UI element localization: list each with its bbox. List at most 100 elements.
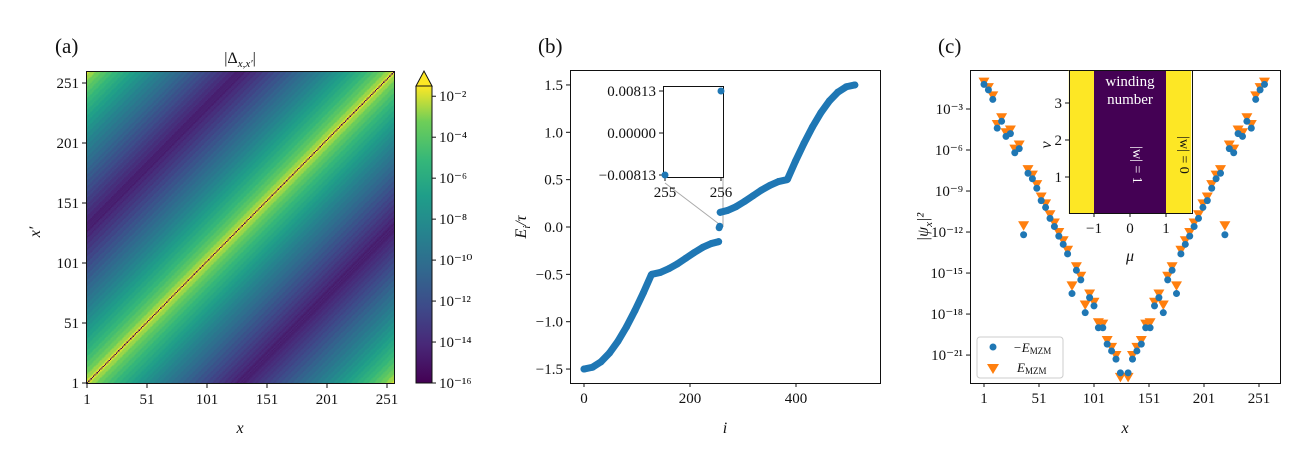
eigenvalue-point xyxy=(851,81,859,89)
wavefunction-point-minus-emzm xyxy=(980,80,988,88)
wavefunction-point-emzm xyxy=(1066,281,1078,291)
wavefunction-point-minus-emzm xyxy=(1137,340,1145,348)
x-tick-label: 51 xyxy=(140,392,155,408)
y-tick-label: 10⁻¹⁸ xyxy=(930,307,963,323)
wavefunction-point-minus-emzm xyxy=(1142,324,1150,332)
wavefunction-ylabel: |ψx|² xyxy=(915,212,935,242)
x-tick-label: 0 xyxy=(580,391,588,407)
wavefunction-point-minus-emzm xyxy=(1011,149,1019,157)
wavefunction-point-emzm xyxy=(1171,281,1182,291)
legend-label-emzm: EMZM xyxy=(1016,360,1046,376)
inset-frame xyxy=(1069,70,1193,214)
y-tick-label: 10⁻²¹ xyxy=(931,348,963,364)
eigenvalue-point xyxy=(817,109,825,117)
wavefunction-point-emzm xyxy=(1079,300,1091,310)
region-label-w0: |w| = 0 xyxy=(1176,136,1191,174)
spectrum-ylabel: Ei/τ xyxy=(513,214,533,239)
eigenvalue-point xyxy=(580,365,588,373)
wavefunction-point-minus-emzm xyxy=(1247,124,1255,132)
eigenvalue-band-segment xyxy=(716,81,859,216)
wavefunction-point-minus-emzm xyxy=(1103,340,1111,348)
eigenvalue-point xyxy=(791,157,799,165)
y-tick-label: 10⁻¹⁵ xyxy=(930,266,963,282)
spectrum-xlabel: i xyxy=(723,420,727,437)
eigenvalue-point xyxy=(614,337,622,345)
x-tick-label: 255 xyxy=(654,185,677,201)
wavefunction-point-minus-emzm xyxy=(1006,130,1014,138)
wavefunction-point-minus-emzm xyxy=(1090,302,1098,310)
x-tick-label: 101 xyxy=(1083,391,1106,407)
x-tick-label: 400 xyxy=(785,391,808,407)
inset-title-line1: winding xyxy=(1105,74,1155,90)
x-tick-label: 201 xyxy=(1193,391,1216,407)
wavefunction-point-minus-emzm xyxy=(1086,294,1094,302)
wavefunction-point-minus-emzm xyxy=(1129,355,1136,363)
wavefunction-point-minus-emzm xyxy=(1190,223,1198,231)
x-tick-label: 51 xyxy=(1032,391,1047,407)
y-tick-label: 10⁻¹² xyxy=(439,294,471,310)
y-tick-label: 2 xyxy=(1055,133,1063,149)
x-tick-label: 151 xyxy=(1138,391,1161,407)
wavefunction-point-minus-emzm xyxy=(1225,145,1233,153)
x-tick-label: 151 xyxy=(256,392,279,408)
eigenvalue-point xyxy=(597,358,605,366)
y-tick-label: 10⁻¹⁴ xyxy=(439,335,472,351)
legend-marker-circle xyxy=(989,343,997,351)
colorbar xyxy=(416,86,432,383)
x-tick-label: 101 xyxy=(196,392,219,408)
wavefunction-point-minus-emzm xyxy=(1116,369,1124,377)
y-tick-label: 10⁻² xyxy=(439,89,467,105)
eigenvalue-point xyxy=(622,323,630,331)
eigenvalue-point xyxy=(766,181,774,189)
panel-a: (a) |Δx,x′| 1 51 101 151 201 2511511011512012… xyxy=(27,34,472,437)
y-tick-label: 1 xyxy=(72,376,80,392)
y-tick-label: 0.5 xyxy=(544,173,563,189)
wavefunction-point-minus-emzm xyxy=(1208,184,1216,192)
y-tick-label: −1.5 xyxy=(536,362,563,378)
y-tick-label: −1.0 xyxy=(536,315,563,331)
y-tick-label: 1 xyxy=(1055,170,1063,186)
wavefunction-point-minus-emzm xyxy=(1033,184,1041,192)
wavefunction-point-minus-emzm xyxy=(1028,175,1036,183)
eigenvalue-point xyxy=(808,123,816,131)
wavefunction-point-minus-emzm xyxy=(1108,347,1116,355)
phase-region xyxy=(1166,70,1192,214)
wavefunction-point-minus-emzm xyxy=(1133,347,1141,355)
y-tick-label: 10⁻³ xyxy=(936,102,964,118)
eigenvalue-point xyxy=(690,249,698,257)
wavefunction-point-emzm xyxy=(1157,300,1169,310)
wavefunction-point-minus-emzm xyxy=(1155,294,1163,302)
x-tick-label: 1 xyxy=(83,392,91,408)
eigenvalue-point xyxy=(715,238,723,246)
panel-b-label: (b) xyxy=(538,34,563,58)
y-tick-label: 10⁻⁹ xyxy=(935,184,963,200)
y-tick-label: 10⁻⁶ xyxy=(935,143,963,159)
wavefunction-point-minus-emzm xyxy=(989,95,997,103)
eigenvalue-point xyxy=(724,206,732,214)
wavefunction-point-minus-emzm xyxy=(1037,197,1045,205)
phase-region xyxy=(1094,70,1166,214)
wavefunction-point-minus-emzm xyxy=(1164,276,1172,284)
wavefunction-point-minus-emzm xyxy=(1020,231,1028,239)
wavefunction-ticks: 1 51 101 151 201 25110⁻³10⁻⁶10⁻⁹10⁻¹²10⁻¹⁵10⁻… xyxy=(930,102,1270,407)
wavefunction-point-minus-emzm xyxy=(1230,149,1238,157)
x-tick-label: 0 xyxy=(1126,221,1134,237)
x-tick-label: 256 xyxy=(710,185,733,201)
spectrum-axes-frame xyxy=(570,70,881,384)
eigenvalue-point xyxy=(749,192,757,200)
wavefunction-point-minus-emzm xyxy=(1186,232,1194,240)
y-tick-label: 0.00813 xyxy=(607,84,656,100)
wavefunction-point-minus-emzm xyxy=(1124,369,1132,377)
wavefunction-point-emzm xyxy=(1122,372,1134,383)
inset-title-line2: number xyxy=(1107,92,1153,108)
wavefunction-point-minus-emzm xyxy=(1168,266,1176,274)
wavefunction-point-minus-emzm xyxy=(1261,80,1268,88)
eigenvalue-point xyxy=(631,307,639,315)
inset-connector xyxy=(664,182,724,228)
y-tick-label: 10⁻⁶ xyxy=(439,171,467,187)
wavefunction-point-minus-emzm xyxy=(1159,309,1167,317)
eigenvalue-point xyxy=(732,203,740,211)
eigenvalue-point xyxy=(842,83,850,91)
